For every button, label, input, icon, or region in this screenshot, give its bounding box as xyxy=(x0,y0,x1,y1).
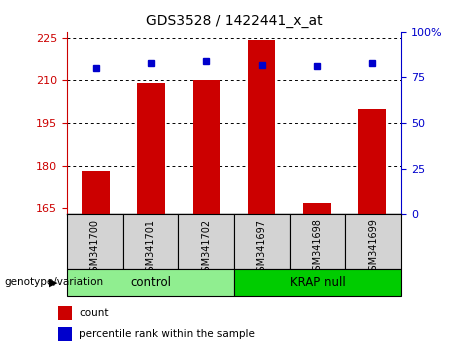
Bar xyxy=(248,40,275,214)
Bar xyxy=(58,306,72,320)
Text: count: count xyxy=(79,308,108,318)
Bar xyxy=(137,83,165,214)
Bar xyxy=(123,214,178,269)
Bar xyxy=(234,214,290,269)
Text: GSM341697: GSM341697 xyxy=(257,218,267,278)
Text: GSM341701: GSM341701 xyxy=(145,218,155,278)
Bar xyxy=(82,171,110,214)
Text: control: control xyxy=(130,276,171,289)
Title: GDS3528 / 1422441_x_at: GDS3528 / 1422441_x_at xyxy=(146,14,322,28)
Bar xyxy=(358,109,386,214)
Bar xyxy=(193,80,220,214)
Text: GSM341698: GSM341698 xyxy=(313,218,323,278)
Bar xyxy=(345,214,401,269)
Bar xyxy=(178,214,234,269)
Bar xyxy=(234,269,401,296)
Bar xyxy=(67,269,234,296)
Text: KRAP null: KRAP null xyxy=(290,276,345,289)
Bar xyxy=(58,327,72,341)
Bar xyxy=(303,203,331,214)
Text: GSM341700: GSM341700 xyxy=(90,218,100,278)
Bar xyxy=(67,214,123,269)
Text: ▶: ▶ xyxy=(49,277,58,287)
Text: percentile rank within the sample: percentile rank within the sample xyxy=(79,329,255,339)
Text: GSM341702: GSM341702 xyxy=(201,218,211,278)
Text: genotype/variation: genotype/variation xyxy=(5,277,104,287)
Text: GSM341699: GSM341699 xyxy=(368,218,378,278)
Bar xyxy=(290,214,345,269)
